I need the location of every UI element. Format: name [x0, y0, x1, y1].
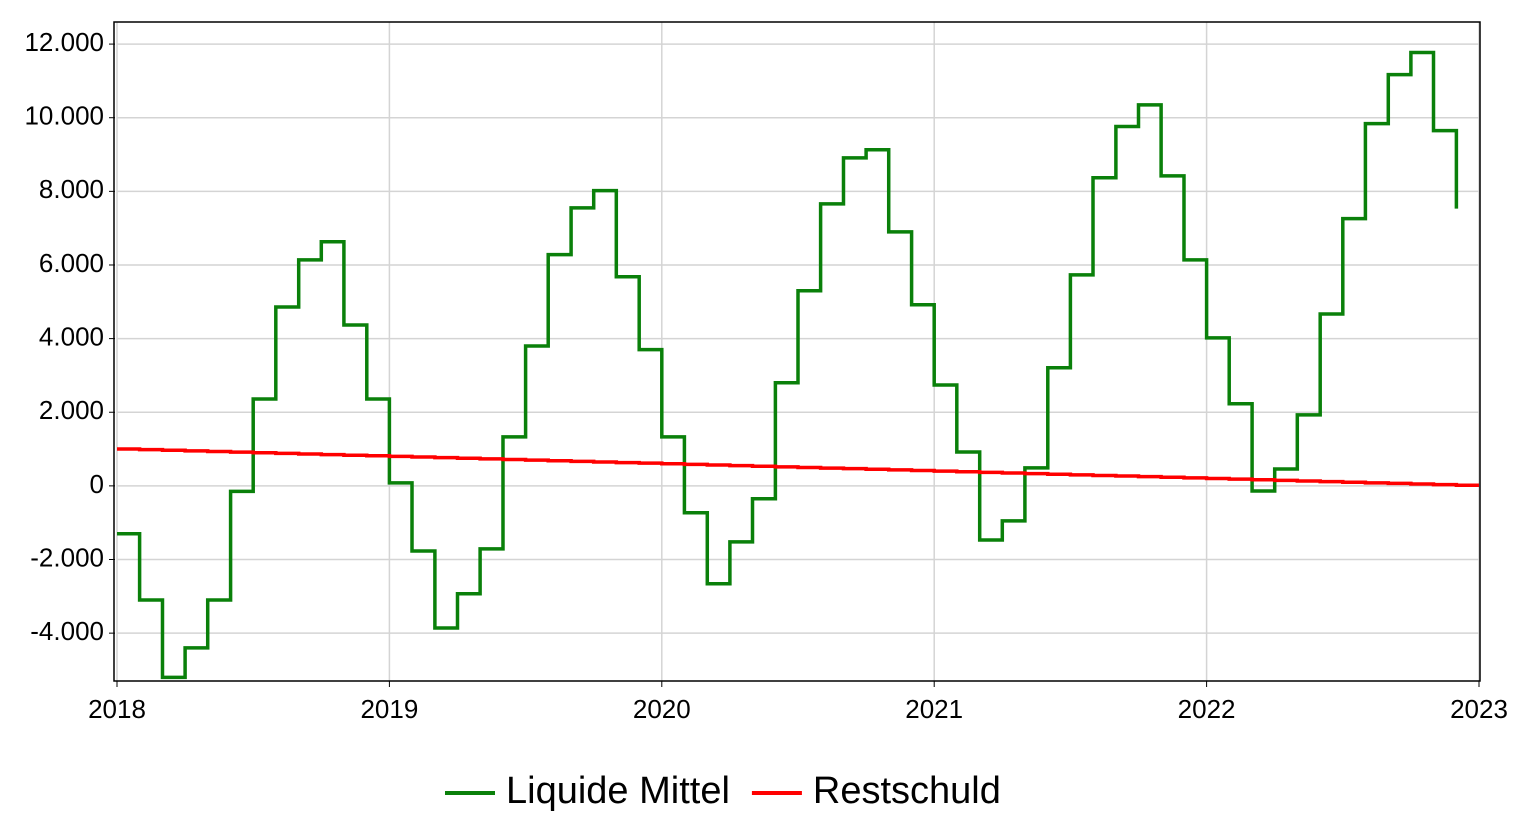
plot-frame — [113, 21, 1481, 682]
x-tick-label: 2022 — [1178, 694, 1236, 724]
y-tick-label: -4.000 — [30, 616, 104, 646]
legend-label: Restschuld — [813, 770, 1001, 812]
y-tick-label: -2.000 — [30, 542, 104, 572]
y-tick-label: 10.000 — [24, 101, 104, 131]
y-tick-label: 6.000 — [39, 248, 104, 278]
x-tick-label: 2021 — [905, 694, 963, 724]
x-tick-label: 2018 — [88, 694, 146, 724]
y-tick-label: 2.000 — [39, 395, 104, 425]
x-tick-label: 2020 — [633, 694, 691, 724]
line-series — [117, 447, 1479, 488]
y-tick-label: 12.000 — [24, 27, 104, 57]
y-tick-label: 4.000 — [39, 321, 104, 351]
line-series — [117, 50, 1459, 680]
y-tick-label: 8.000 — [39, 174, 104, 204]
legend-label: Liquide Mittel — [506, 770, 730, 812]
x-tick-label: 2019 — [360, 694, 418, 724]
y-tick-label: 0 — [90, 469, 104, 499]
x-tick-label: 2023 — [1450, 694, 1508, 724]
